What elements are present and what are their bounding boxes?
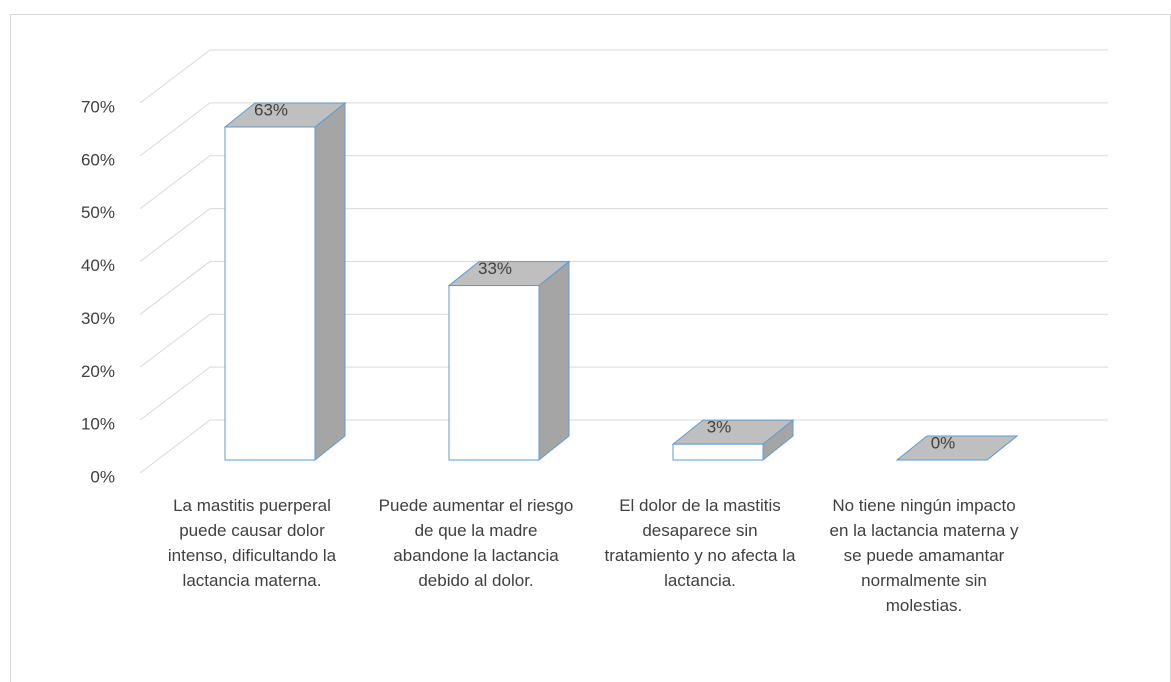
bar-side [314,101,346,462]
data-label: 0% [931,433,956,452]
data-label: 3% [707,418,732,437]
y-tick-label: 10% [81,415,115,434]
bar [672,443,764,461]
data-label: 63% [254,100,288,119]
grid-depth-line [139,313,211,368]
y-tick-label: 20% [81,362,115,381]
x-tick-label: No tiene ningún impacto en la lactancia … [829,496,1019,615]
x-tick-label: El dolor de la mastitis desaparece sin t… [604,496,796,590]
grid-depth-line [139,366,211,421]
y-tick-label: 30% [81,309,115,328]
grid-depth-line [139,419,211,474]
y-tick-label: 40% [81,256,115,275]
bar-side [538,260,570,462]
grid-depth-line [139,102,211,157]
bar-top [895,435,1019,461]
grid-depth-line [139,261,211,315]
y-tick-label: 50% [81,203,115,222]
data-label: 33% [478,259,512,278]
y-tick-label: 60% [81,150,115,169]
y-tick-label: 70% [81,97,115,116]
grid-depth-line [139,155,211,210]
y-tick-label: 0% [90,467,115,486]
x-tick-label: Puede aumentar el riesgo de que la madre… [378,496,574,590]
grid-depth-line [139,49,211,104]
x-tick-label: La mastitis puerperal puede causar dolor… [167,496,337,590]
grid-depth-line [139,208,211,262]
bar [448,285,540,461]
bar [224,126,316,461]
